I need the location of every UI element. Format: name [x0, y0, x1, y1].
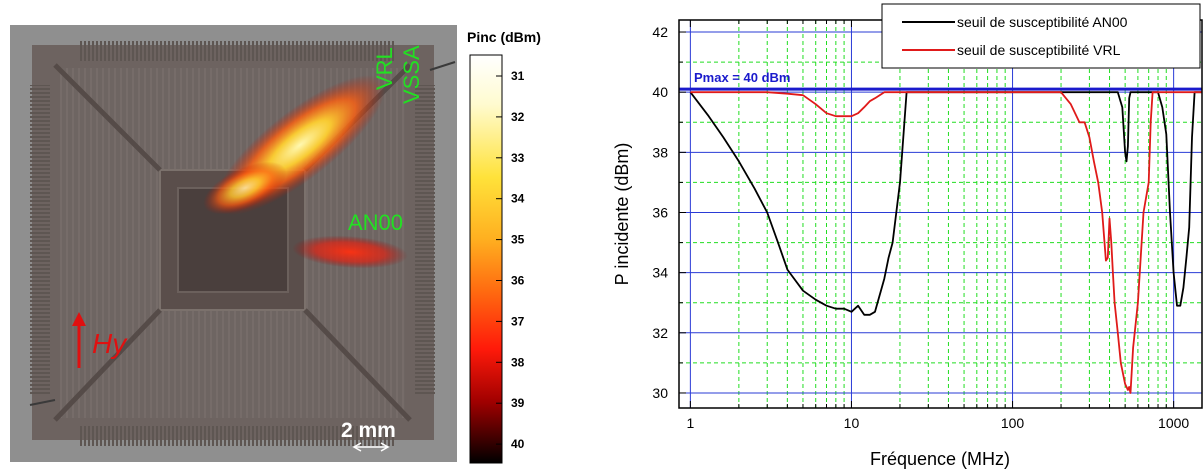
susceptibility-chart: 1 10 100 1000 30 32 34 36 38 40 42 Pmax = 40 dBm F… — [612, 3, 1203, 469]
minor-grid — [679, 20, 1202, 408]
x-tick-label: 1000 — [1158, 415, 1189, 431]
y-tick-label: 32 — [652, 325, 668, 341]
hot-spot-vrl-vssa — [203, 75, 386, 215]
y-tick-label: 42 — [652, 24, 668, 40]
double-arrow-icon — [352, 442, 390, 452]
hot-spot-an00 — [292, 235, 408, 269]
colorbar-tick-label: 34 — [511, 192, 525, 206]
colorbar-tick-label: 38 — [511, 355, 525, 369]
colorbar-tick-label: 33 — [511, 151, 525, 165]
series-lines — [689, 91, 1202, 394]
colorbar-tick-label: 32 — [511, 110, 525, 124]
legend-label-vrl: seuil de susceptibilité VRL — [957, 42, 1121, 58]
series-line-vrl — [690, 91, 1202, 394]
legend-label-an00: seuil de susceptibilité AN00 — [957, 14, 1128, 30]
colorbar: Pinc (dBm) 31 32 33 34 35 36 37 38 39 40 — [467, 29, 541, 464]
x-tick-label: 10 — [844, 415, 860, 431]
colorbar-title: Pinc (dBm) — [467, 29, 541, 45]
vssa-label: VSSA — [399, 45, 424, 104]
arrow-up-icon — [72, 312, 86, 368]
tick-labels: 1 10 100 1000 30 32 34 36 38 40 42 — [652, 24, 1189, 431]
colorbar-tick-label: 40 — [511, 437, 525, 451]
colorbar-tick-label: 37 — [511, 314, 525, 328]
y-tick-label: 38 — [652, 144, 668, 160]
colorbar-tick-label: 35 — [511, 233, 525, 247]
colorbar-tick-label: 31 — [511, 69, 525, 83]
y-tick-label: 30 — [652, 385, 668, 401]
y-axis-label: P incidente (dBm) — [612, 143, 632, 286]
y-tick-label: 34 — [652, 265, 668, 281]
field-direction-label: Hy — [92, 328, 128, 359]
x-tick-label: 100 — [1001, 415, 1025, 431]
x-axis-label: Fréquence (MHz) — [870, 449, 1010, 469]
y-tick-label: 36 — [652, 204, 668, 220]
pmax-annotation: Pmax = 40 dBm — [694, 70, 790, 85]
vrl-label: VRL — [372, 47, 397, 90]
plot-area — [679, 20, 1202, 408]
y-tick-label: 40 — [652, 84, 668, 100]
legend-box — [881, 3, 1201, 69]
colorbar-tick-label: 36 — [511, 274, 525, 288]
legend: seuil de susceptibilité AN00 seuil de su… — [881, 3, 1201, 69]
colorbar-tick-label: 39 — [511, 396, 525, 410]
scale-bar-label: 2 mm — [341, 419, 396, 442]
an00-label: AN00 — [348, 210, 403, 235]
x-tick-label: 1 — [686, 415, 694, 431]
